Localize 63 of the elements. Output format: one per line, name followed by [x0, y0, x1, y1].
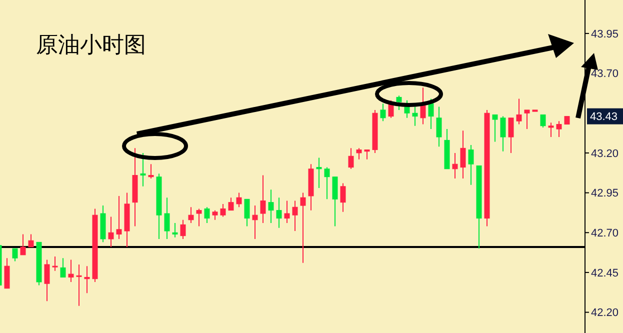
candlestick	[540, 114, 546, 128]
candlestick	[116, 195, 122, 240]
candlestick	[452, 152, 458, 179]
candlestick	[340, 182, 346, 212]
candlestick	[4, 258, 10, 289]
candlestick	[20, 234, 26, 256]
candlestick	[316, 157, 322, 189]
candlestick	[84, 266, 90, 294]
y-tick-label: 42.45	[591, 267, 619, 280]
candlestick	[436, 106, 442, 148]
candlestick	[188, 206, 194, 224]
candlestick	[556, 120, 562, 138]
candlestick	[500, 116, 506, 152]
text: 原油小时图	[36, 32, 146, 57]
candlestick	[244, 198, 250, 227]
candlestick	[468, 144, 474, 186]
candlestick	[364, 149, 370, 160]
candlestick	[332, 176, 338, 227]
candlestick	[276, 197, 282, 228]
candlestick	[180, 219, 186, 240]
candlestick	[460, 130, 466, 179]
candlestick	[260, 174, 266, 224]
y-tick-label: 42.95	[591, 188, 619, 200]
candlestick	[140, 152, 146, 187]
candlestick	[148, 164, 154, 179]
candlestick	[76, 264, 82, 306]
candlestick	[68, 259, 74, 283]
candlestick	[44, 259, 50, 302]
candlestick	[548, 122, 554, 138]
candlestick	[196, 208, 202, 227]
candlestick	[52, 256, 58, 272]
candlestick	[428, 98, 434, 130]
candlestick	[12, 248, 18, 262]
y-tick-label: 43.95	[591, 28, 619, 40]
candlestick	[508, 117, 514, 154]
y-tick-label: 42.20	[591, 307, 619, 320]
candlestick	[524, 109, 530, 130]
candlestick	[60, 258, 66, 278]
candlestick	[212, 210, 218, 220]
candlestick	[172, 222, 178, 238]
candlestick	[204, 206, 210, 224]
candlestick	[220, 203, 226, 218]
candlestick	[284, 200, 290, 224]
candlestick	[348, 148, 354, 170]
candlestick	[268, 189, 274, 224]
candlestick	[380, 103, 386, 122]
candlestick	[164, 197, 170, 240]
candlestick	[412, 106, 418, 126]
annotation: 43.43	[590, 111, 618, 124]
candlestick	[228, 197, 234, 211]
candlestick	[28, 234, 34, 248]
candlestick	[356, 148, 362, 160]
candlestick	[300, 192, 306, 264]
candlestick	[324, 166, 330, 200]
candlestick	[236, 192, 242, 208]
candlestick	[292, 200, 298, 232]
candlestick	[108, 216, 114, 248]
candlestick	[252, 205, 258, 240]
y-tick-label: 43.70	[591, 68, 619, 80]
y-tick-label: 42.70	[591, 227, 619, 240]
y-tick-label: 43.20	[591, 148, 619, 160]
candlestick	[492, 114, 498, 142]
candlestick	[516, 98, 522, 125]
